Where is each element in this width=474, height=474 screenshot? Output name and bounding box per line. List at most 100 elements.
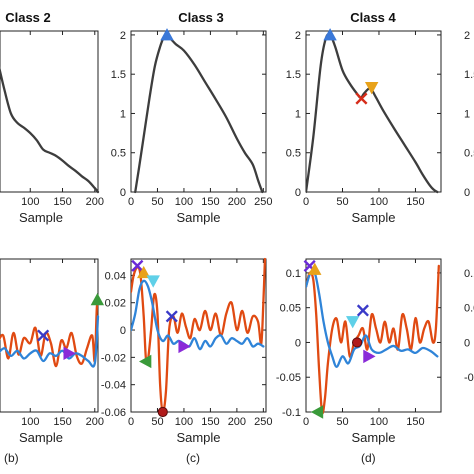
panel-label: (d) <box>361 451 376 465</box>
y-tick-label: 1 <box>120 108 126 120</box>
marker-tri-up <box>137 265 151 279</box>
chart-top-class2: 100 150 200 Class 2 Sample <box>0 10 104 225</box>
x-tick-label: 200 <box>86 196 104 208</box>
axes-frame <box>0 30 99 193</box>
x-tick-label: 100 <box>21 196 39 208</box>
marker-tri-up <box>160 28 174 41</box>
y-tick-label: 2 <box>295 30 301 42</box>
axes-frame <box>305 258 442 413</box>
series-group <box>0 65 100 194</box>
x-tick-label: 0 <box>303 196 309 208</box>
marker-circle <box>351 337 363 348</box>
x-tick-label: 150 <box>53 196 71 208</box>
marker-circle <box>157 406 168 418</box>
chart-top-class3: 0 50 100 150 200 250 0 0.5 1 1.5 2 Class 3 Sample <box>111 10 273 225</box>
x-tick-label: 50 <box>151 416 163 428</box>
series-line <box>306 33 439 194</box>
chart-bottom-b: 100 150 200 Sample(b) <box>0 258 105 465</box>
x-tick-label: 200 <box>86 416 104 428</box>
marker-x <box>355 92 368 105</box>
y-tick-label: 1.5 <box>111 69 126 81</box>
y-tick-label: 0.05 <box>464 303 474 315</box>
series-line <box>0 296 100 368</box>
chart-bottom-d: 0 50 100 150 0.1 0.05 0 -0.05 -0.1 Sample (d) <box>276 258 442 465</box>
y-tick-label: -0.06 <box>101 407 126 419</box>
y-tick-label: 0.04 <box>105 270 126 282</box>
y-tick-label: 0.1 <box>286 268 301 280</box>
y-tick-label: 0 <box>120 325 126 337</box>
axes-frame <box>130 30 267 193</box>
panel-label: (c) <box>186 451 200 465</box>
x-tick-label: 200 <box>228 196 246 208</box>
marker-tri-right <box>363 349 376 364</box>
x-tick-label: 0 <box>303 416 309 428</box>
chart-bottom-c: 0 50 100 150 200 250 0.04 0.02 0 -0.02 -0.04 -0.06 S… <box>101 257 273 465</box>
x-tick-label: 100 <box>175 416 193 428</box>
chart-title: Class 3 <box>178 10 224 25</box>
y-tick-label: 0 <box>295 187 301 199</box>
series-line <box>131 279 265 351</box>
panel-label: (b) <box>4 451 19 465</box>
y-tick-label: -0.05 <box>276 372 301 384</box>
x-axis-label: Sample <box>19 210 63 225</box>
marker-tri-down <box>345 316 360 329</box>
y-tick-label: -0.1 <box>282 407 301 419</box>
chart-title: Class 2 <box>5 10 51 25</box>
x-axis-label: Sample <box>351 430 395 445</box>
x-tick-label: 200 <box>228 416 246 428</box>
y-tick-label: -0.05 <box>464 372 474 384</box>
series-line <box>134 33 264 194</box>
x-tick-label: 100 <box>370 196 388 208</box>
series-group <box>306 264 440 415</box>
x-tick-label: 150 <box>53 416 71 428</box>
x-tick-label: 150 <box>406 196 424 208</box>
x-tick-label: 0 <box>128 196 134 208</box>
x-tick-label: 150 <box>406 416 424 428</box>
marker-tri-left <box>138 354 152 369</box>
marker-x <box>37 329 50 342</box>
y-tick-label: 2 <box>464 30 470 42</box>
marker-tri-up <box>323 28 337 41</box>
y-tick-label: 1 <box>464 108 470 120</box>
series-group <box>134 33 264 194</box>
chart-top-right-partial: 2 1.5 1 0.5 0 <box>464 30 474 199</box>
y-tick-label: 0 <box>295 337 301 349</box>
y-tick-label: 0 <box>464 187 470 199</box>
x-axis-label: Sample <box>176 210 220 225</box>
y-tick-label: 1.5 <box>464 69 474 81</box>
series-group <box>0 296 100 368</box>
x-tick-label: 250 <box>254 416 272 428</box>
y-tick-label: 0.5 <box>464 148 474 160</box>
marker-x <box>356 304 369 317</box>
x-tick-label: 0 <box>128 416 134 428</box>
y-tick-label: -0.02 <box>101 352 126 364</box>
chart-bottom-right-partial: 0.1 0.05 0 -0.05 <box>464 268 474 384</box>
y-tick-label: 0 <box>464 337 470 349</box>
axes-frame <box>305 30 442 193</box>
y-tick-label: 0.05 <box>280 303 301 315</box>
y-tick-label: -0.04 <box>101 380 126 392</box>
x-axis-label: Sample <box>19 430 63 445</box>
y-tick-label: 1 <box>295 108 301 120</box>
x-tick-label: 50 <box>151 196 163 208</box>
x-tick-label: 150 <box>201 196 219 208</box>
y-tick-label: 0.5 <box>111 148 126 160</box>
axes-frame <box>130 258 267 413</box>
marker-tri-down <box>146 275 160 288</box>
y-tick-label: 0 <box>120 187 126 199</box>
y-tick-label: 1.5 <box>286 69 301 81</box>
marker-tri-right <box>178 339 191 354</box>
x-tick-label: 100 <box>21 416 39 428</box>
x-axis-label: Sample <box>176 430 220 445</box>
marker-x <box>165 310 178 323</box>
y-tick-label: 2 <box>120 30 126 42</box>
series-line <box>0 315 100 368</box>
series-line <box>0 65 100 194</box>
x-tick-label: 100 <box>175 196 193 208</box>
y-tick-label: 0.1 <box>464 268 474 280</box>
chart-top-class4: 0 50 100 150 0 0.5 1 1.5 2 Class 4 Sample <box>286 10 442 225</box>
x-tick-label: 250 <box>254 196 272 208</box>
chart-title: Class 4 <box>350 10 396 25</box>
marker-tri-left <box>310 405 324 419</box>
